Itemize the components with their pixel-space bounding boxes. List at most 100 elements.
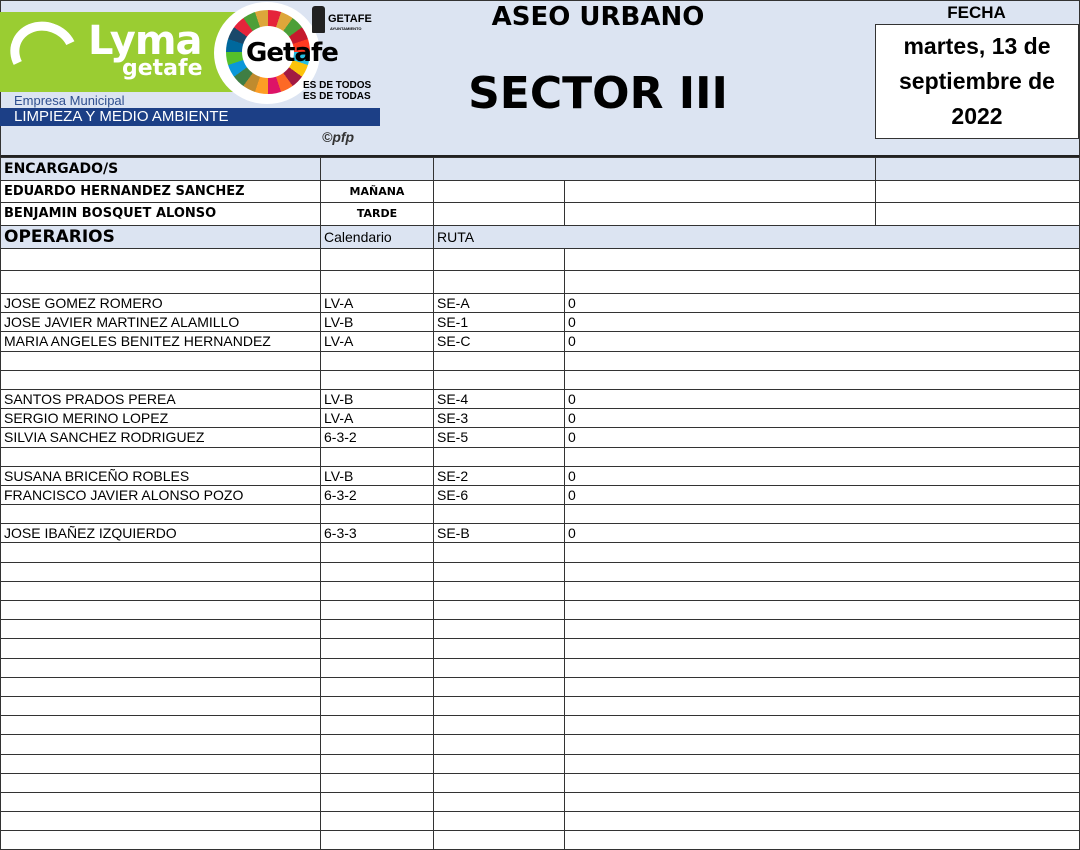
cell[interactable]	[875, 180, 1080, 203]
operario-calendario[interactable]	[320, 446, 434, 467]
operario-name[interactable]	[0, 561, 321, 582]
operario-calendario[interactable]	[320, 599, 434, 621]
cell[interactable]	[875, 157, 1080, 181]
operario-calendario[interactable]	[320, 791, 434, 813]
operario-value[interactable]	[564, 350, 1080, 371]
operario-calendario[interactable]: LV-B	[320, 388, 434, 410]
operario-name[interactable]: SILVIA SANCHEZ RODRIGUEZ	[0, 427, 321, 448]
operario-calendario[interactable]	[320, 504, 434, 525]
operario-value[interactable]	[564, 811, 1080, 832]
operario-name[interactable]	[0, 772, 321, 793]
operario-ruta[interactable]	[433, 619, 565, 640]
operario-ruta[interactable]	[433, 772, 565, 793]
operario-name[interactable]	[0, 446, 321, 467]
cell[interactable]	[0, 248, 321, 271]
operario-ruta[interactable]	[433, 695, 565, 717]
operario-value[interactable]	[564, 695, 1080, 717]
operario-name[interactable]: FRANCISCO JAVIER ALONSO POZO	[0, 484, 321, 506]
cell[interactable]	[320, 157, 434, 181]
cell[interactable]	[433, 248, 565, 271]
operario-calendario[interactable]: LV-A	[320, 331, 434, 352]
operario-ruta[interactable]	[433, 542, 565, 563]
operario-name[interactable]: SERGIO MERINO LOPEZ	[0, 408, 321, 429]
operario-calendario[interactable]	[320, 830, 434, 850]
operario-value[interactable]: 0	[564, 292, 1080, 314]
operario-ruta[interactable]	[433, 638, 565, 659]
operario-calendario[interactable]	[320, 580, 434, 602]
operario-ruta[interactable]	[433, 811, 565, 832]
operario-name[interactable]	[0, 715, 321, 736]
operario-ruta[interactable]: SE-4	[433, 388, 565, 410]
operario-value[interactable]	[564, 619, 1080, 640]
operario-calendario[interactable]	[320, 542, 434, 563]
operario-value[interactable]	[564, 504, 1080, 525]
operario-calendario[interactable]: 6-3-2	[320, 427, 434, 448]
operario-value[interactable]: 0	[564, 427, 1080, 448]
operario-calendario[interactable]	[320, 657, 434, 678]
operario-name[interactable]	[0, 580, 321, 602]
operario-name[interactable]	[0, 369, 321, 390]
operario-calendario[interactable]	[320, 753, 434, 774]
operario-value[interactable]: 0	[564, 388, 1080, 410]
operario-ruta[interactable]	[433, 753, 565, 774]
operario-calendario[interactable]: 6-3-2	[320, 484, 434, 506]
operario-value[interactable]	[564, 734, 1080, 755]
operario-calendario[interactable]	[320, 561, 434, 582]
operario-value[interactable]	[564, 715, 1080, 736]
operario-ruta[interactable]: SE-C	[433, 331, 565, 352]
operario-value[interactable]	[564, 446, 1080, 467]
cell[interactable]	[0, 270, 321, 294]
cell[interactable]	[564, 202, 876, 226]
operario-value[interactable]: 0	[564, 523, 1080, 544]
operario-name[interactable]	[0, 734, 321, 755]
operario-name[interactable]	[0, 830, 321, 850]
operario-name[interactable]: SANTOS PRADOS PEREA	[0, 388, 321, 410]
operario-value[interactable]: 0	[564, 484, 1080, 506]
operario-name[interactable]	[0, 504, 321, 525]
operario-ruta[interactable]	[433, 580, 565, 602]
operario-ruta[interactable]	[433, 446, 565, 467]
operario-value[interactable]: 0	[564, 312, 1080, 333]
operario-calendario[interactable]	[320, 715, 434, 736]
operario-ruta[interactable]	[433, 350, 565, 371]
operario-calendario[interactable]	[320, 638, 434, 659]
cell[interactable]	[564, 248, 1080, 271]
operario-ruta[interactable]: SE-3	[433, 408, 565, 429]
operario-ruta[interactable]: SE-B	[433, 523, 565, 544]
operario-calendario[interactable]	[320, 350, 434, 371]
operario-ruta[interactable]: SE-A	[433, 292, 565, 314]
operario-name[interactable]	[0, 753, 321, 774]
operario-value[interactable]	[564, 657, 1080, 678]
operario-ruta[interactable]	[433, 715, 565, 736]
cell[interactable]	[433, 157, 876, 181]
operario-ruta[interactable]: SE-2	[433, 465, 565, 486]
operario-ruta[interactable]: SE-5	[433, 427, 565, 448]
operario-value[interactable]	[564, 791, 1080, 813]
operario-ruta[interactable]: SE-1	[433, 312, 565, 333]
operario-value[interactable]	[564, 542, 1080, 563]
operario-name[interactable]: JOSE JAVIER MARTINEZ ALAMILLO	[0, 312, 321, 333]
operario-calendario[interactable]: 6-3-3	[320, 523, 434, 544]
operario-value[interactable]	[564, 561, 1080, 582]
operario-calendario[interactable]	[320, 772, 434, 793]
operario-value[interactable]	[564, 772, 1080, 793]
operario-ruta[interactable]	[433, 657, 565, 678]
operario-name[interactable]	[0, 695, 321, 717]
cell[interactable]	[564, 180, 876, 203]
operario-ruta[interactable]	[433, 504, 565, 525]
operario-value[interactable]: 0	[564, 408, 1080, 429]
operario-value[interactable]: 0	[564, 331, 1080, 352]
operario-name[interactable]	[0, 599, 321, 621]
cell[interactable]	[320, 270, 434, 294]
operario-name[interactable]	[0, 811, 321, 832]
operario-ruta[interactable]: SE-6	[433, 484, 565, 506]
operario-ruta[interactable]	[433, 734, 565, 755]
operario-value[interactable]	[564, 676, 1080, 697]
operario-calendario[interactable]: LV-A	[320, 292, 434, 314]
operario-value[interactable]	[564, 369, 1080, 390]
operario-calendario[interactable]: LV-A	[320, 408, 434, 429]
operario-calendario[interactable]	[320, 695, 434, 717]
operario-name[interactable]	[0, 638, 321, 659]
operario-name[interactable]: SUSANA BRICEÑO ROBLES	[0, 465, 321, 486]
operario-name[interactable]	[0, 657, 321, 678]
